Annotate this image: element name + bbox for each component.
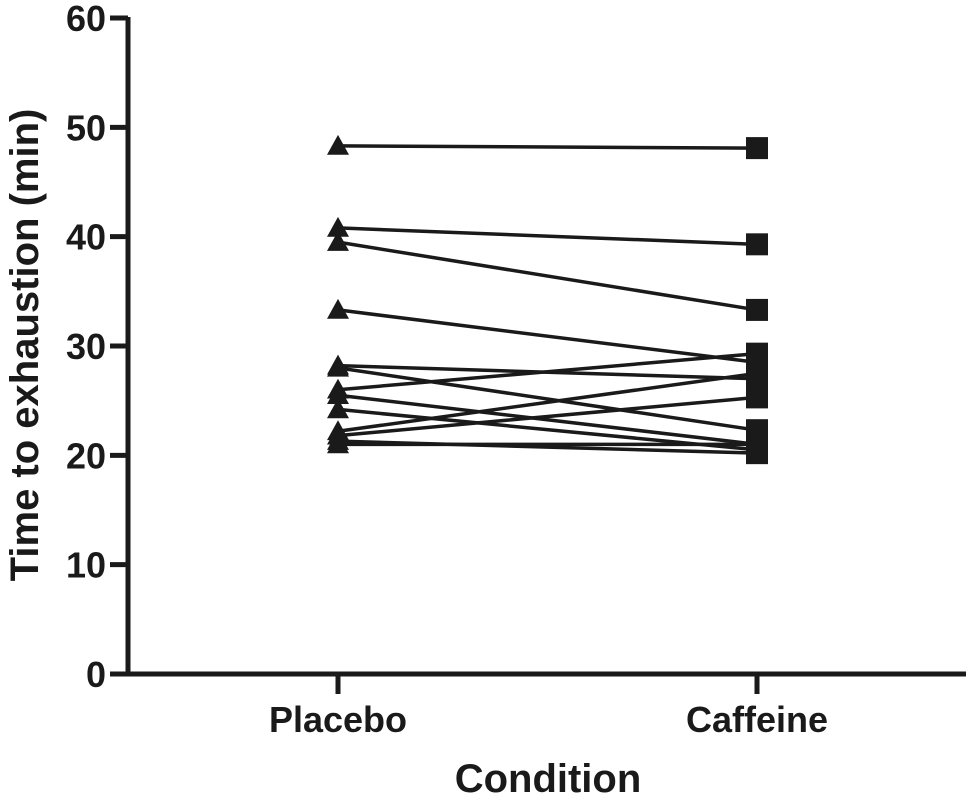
y-axis-title: Time to exhaustion (min): [3, 109, 47, 582]
subject-line-8: [337, 393, 758, 447]
placebo-triangle-marker: [327, 433, 349, 454]
caffeine-square-marker: [746, 433, 768, 456]
y-tick-label: 40: [66, 217, 106, 258]
y-tick-label: 50: [66, 107, 106, 148]
axes: [125, 17, 966, 677]
placebo-triangle-marker: [327, 398, 349, 419]
caffeine-square-marker: [746, 342, 768, 365]
subject-line-11: [337, 395, 758, 438]
placebo-triangle-marker: [327, 356, 349, 377]
subject-line-4: [337, 308, 758, 365]
x-category-label: Placebo: [269, 699, 407, 740]
caffeine-square-marker: [746, 137, 768, 160]
placebo-triangle-marker: [327, 216, 349, 237]
subject-line-10: [337, 371, 758, 434]
subject-line-7: [337, 351, 758, 392]
plot-lines: [337, 144, 758, 455]
caffeine-square-marker: [746, 298, 768, 321]
y-tick-label: 10: [66, 545, 106, 586]
caffeine-square-marker: [746, 233, 768, 256]
caffeine-square-marker: [746, 386, 768, 409]
y-tick-label: 60: [66, 0, 106, 39]
markers: [327, 134, 768, 465]
subject-line-6: [337, 366, 758, 432]
placebo-triangle-marker: [327, 298, 349, 319]
y-tick-label: 20: [66, 435, 106, 476]
caffeine-square-marker: [746, 362, 768, 385]
y-tick-label: 0: [86, 654, 106, 695]
placebo-triangle-marker: [327, 384, 349, 404]
y-ticks: 0 10 20 30 40 50 60: [66, 0, 128, 695]
placebo-triangle-marker: [327, 231, 349, 251]
placebo-triangle-marker: [327, 134, 349, 155]
x-ticks: Placebo Caffeine: [269, 674, 828, 740]
x-category-label: Caffeine: [686, 699, 828, 740]
y-tick-label: 30: [66, 326, 106, 367]
x-axis-title: Condition: [455, 757, 642, 798]
subject-line-2: [337, 226, 758, 247]
subject-line-3: [337, 240, 758, 312]
subject-line-1: [337, 144, 758, 150]
